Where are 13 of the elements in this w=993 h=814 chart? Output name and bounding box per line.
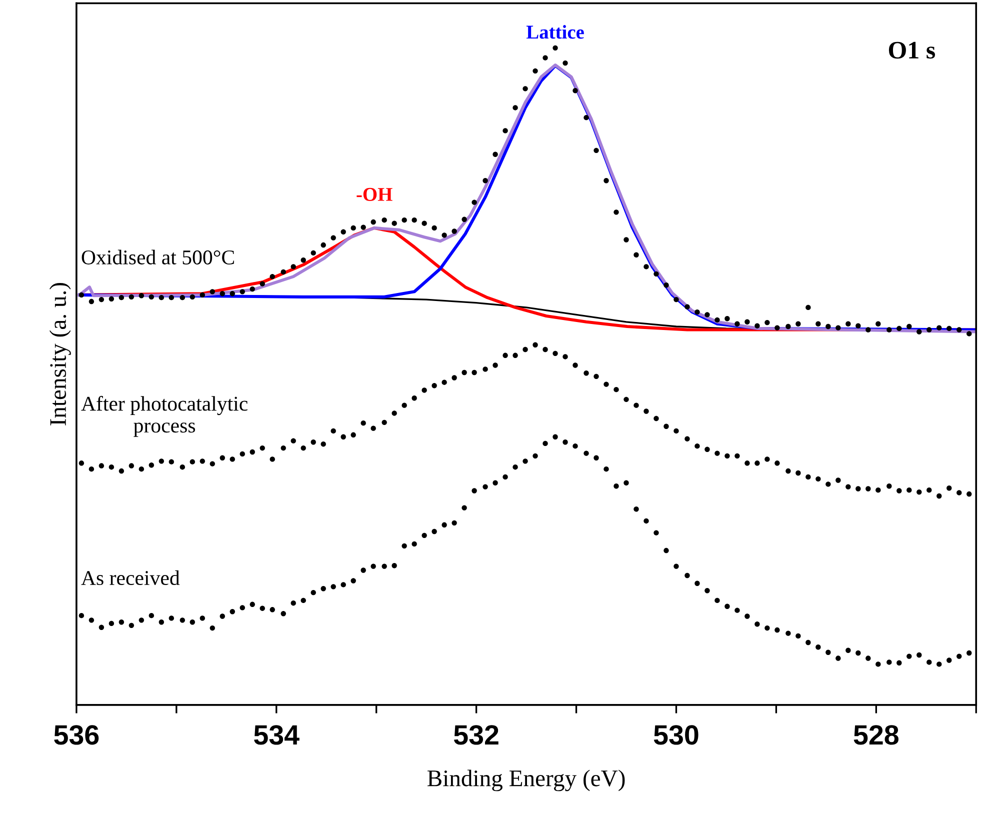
y-axis-title: Intensity (a. u.) bbox=[49, 283, 71, 426]
series-label: Oxidised at 500°C bbox=[82, 250, 234, 264]
annotation: O1 s bbox=[888, 42, 936, 59]
x-tick-label: 534 bbox=[254, 725, 300, 745]
x-axis-title: Binding Energy (eV) bbox=[428, 770, 625, 792]
x-tick-label: 530 bbox=[654, 725, 698, 745]
x-tick-label: 532 bbox=[454, 725, 498, 745]
x-tick-label: 528 bbox=[854, 725, 898, 745]
series-label: As received bbox=[81, 570, 180, 586]
series-label: After photocatalytic process bbox=[81, 396, 248, 437]
series-label: Lattice bbox=[526, 25, 584, 39]
x-tick-label: 536 bbox=[54, 725, 99, 745]
series-label: -OH bbox=[356, 188, 392, 202]
